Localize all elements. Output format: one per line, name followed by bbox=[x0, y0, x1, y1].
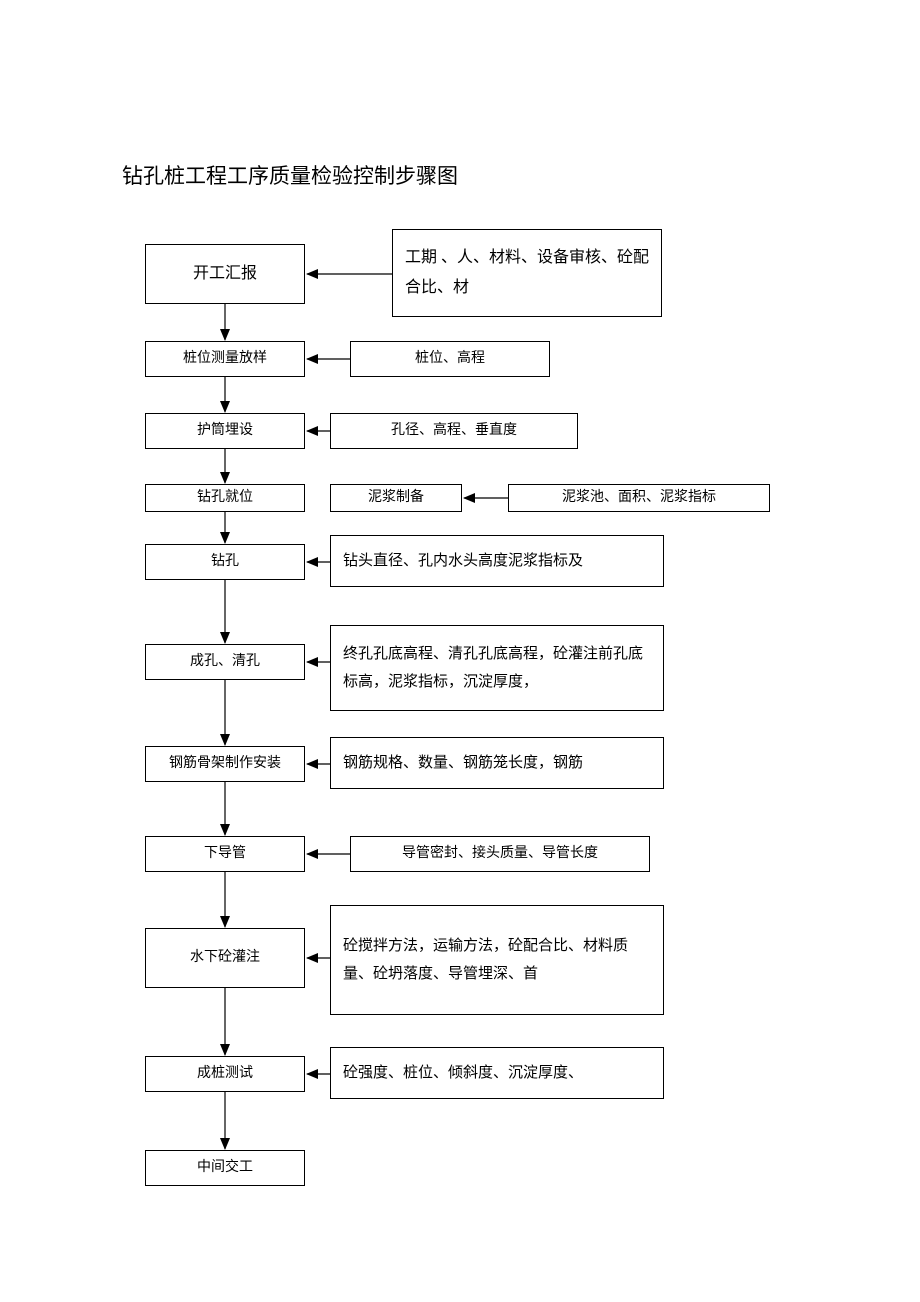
process-node: 桩位测量放样 bbox=[145, 341, 305, 377]
check-note: 砼强度、桩位、倾斜度、沉淀厚度、 bbox=[330, 1047, 664, 1099]
diagram-title: 钻孔桩工程工序质量检验控制步骤图 bbox=[122, 160, 458, 190]
process-node: 水下砼灌注 bbox=[145, 928, 305, 988]
process-node: 钻孔 bbox=[145, 544, 305, 580]
process-node: 开工汇报 bbox=[145, 244, 305, 304]
process-node: 护筒埋设 bbox=[145, 413, 305, 449]
process-node: 成孔、清孔 bbox=[145, 644, 305, 680]
check-note: 砼搅拌方法，运输方法，砼配合比、材料质量、砼坍落度、导管埋深、首 bbox=[330, 905, 664, 1015]
check-note: 工期 、人、材料、设备审核、砼配合比、材 bbox=[392, 229, 662, 317]
process-node: 钢筋骨架制作安装 bbox=[145, 746, 305, 782]
check-note: 导管密封、接头质量、导管长度 bbox=[350, 836, 650, 872]
process-node: 泥浆制备 bbox=[330, 484, 462, 512]
process-node: 成桩测试 bbox=[145, 1056, 305, 1092]
check-note: 桩位、高程 bbox=[350, 341, 550, 377]
check-note: 钻头直径、孔内水头高度泥浆指标及 bbox=[330, 535, 664, 587]
check-note: 孔径、高程、垂直度 bbox=[330, 413, 578, 449]
check-note: 钢筋规格、数量、钢筋笼长度，钢筋 bbox=[330, 737, 664, 789]
check-note: 泥浆池、面积、泥浆指标 bbox=[508, 484, 770, 512]
process-node: 钻孔就位 bbox=[145, 484, 305, 512]
process-node: 下导管 bbox=[145, 836, 305, 872]
process-node: 中间交工 bbox=[145, 1150, 305, 1186]
check-note: 终孔孔底高程、清孔孔底高程，砼灌注前孔底标高，泥浆指标，沉淀厚度， bbox=[330, 625, 664, 711]
